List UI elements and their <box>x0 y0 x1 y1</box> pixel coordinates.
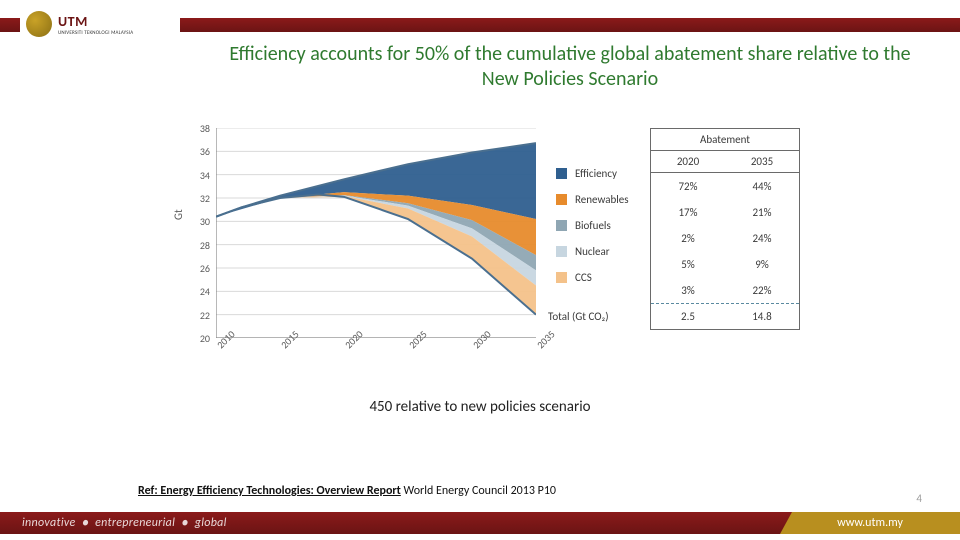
chart-legend: Efficiency Renewables Biofuels Nuclear CCS <box>556 160 629 290</box>
utm-logo: UTM UNIVERSITI TEKNOLOGI MALAYSIA <box>20 8 180 40</box>
footer-word-2: entrepreneurial <box>95 516 175 530</box>
y-tick: 36 <box>190 145 210 158</box>
legend-item: Biofuels <box>556 212 629 238</box>
year-2035: 2035 <box>725 151 799 173</box>
slide-header: UTM UNIVERSITI TEKNOLOGI MALAYSIA <box>0 8 960 40</box>
logo-crest-icon <box>26 11 52 37</box>
abatement-total-row: 2.5 14.8 <box>651 303 799 329</box>
abatement-cell: 3% <box>651 284 725 297</box>
slide-footer: innovative●entrepreneurial●global www.ut… <box>0 512 960 534</box>
abatement-cell: 9% <box>725 258 799 271</box>
y-tick: 30 <box>190 215 210 228</box>
logo-text: UTM UNIVERSITI TEKNOLOGI MALAYSIA <box>58 13 133 36</box>
y-axis-label: Gt <box>172 209 185 220</box>
legend-swatch-icon <box>556 168 567 179</box>
footer-word-3: global <box>195 516 227 530</box>
abatement-table: Abatement 2020 2035 72%44%17%21%2%24%5%9… <box>650 128 800 330</box>
page-number: 4 <box>916 492 922 505</box>
reference-rest: World Energy Council 2013 P10 <box>401 484 556 498</box>
total-2020: 2.5 <box>651 310 725 323</box>
legend-swatch-icon <box>556 272 567 283</box>
legend-label: Efficiency <box>575 167 617 180</box>
logo-main: UTM <box>58 13 133 30</box>
abatement-row: 2%24% <box>651 225 799 251</box>
abatement-cell: 22% <box>725 284 799 297</box>
abatement-cell: 72% <box>651 180 725 193</box>
abatement-years-row: 2020 2035 <box>651 151 799 173</box>
abatement-row: 72%44% <box>651 173 799 199</box>
abatement-cell: 24% <box>725 232 799 245</box>
abatement-cell: 21% <box>725 206 799 219</box>
year-2020: 2020 <box>651 151 725 173</box>
legend-item: Renewables <box>556 186 629 212</box>
total-2035: 14.8 <box>725 310 799 323</box>
footer-word-1: innovative <box>22 516 76 530</box>
chart-svg <box>216 128 536 338</box>
legend-label: Biofuels <box>575 219 611 232</box>
y-tick: 22 <box>190 309 210 322</box>
legend-label: Renewables <box>575 193 629 206</box>
y-tick: 32 <box>190 192 210 205</box>
y-tick: 20 <box>190 332 210 345</box>
footer-url: www.utm.my <box>780 512 960 534</box>
abatement-row: 3%22% <box>651 277 799 303</box>
y-tick: 34 <box>190 169 210 182</box>
y-tick: 26 <box>190 262 210 275</box>
reference-bold: Ref: Energy Efficiency Technologies: Ove… <box>138 484 401 498</box>
abatement-chart: Gt 20222426283032343638 2010201520202025… <box>168 120 808 380</box>
legend-label: Nuclear <box>575 245 610 258</box>
legend-item: Nuclear <box>556 238 629 264</box>
footer-tagline: innovative●entrepreneurial●global <box>0 516 227 530</box>
legend-swatch-icon <box>556 220 567 231</box>
reference-citation: Ref: Energy Efficiency Technologies: Ove… <box>138 484 556 498</box>
abatement-row: 17%21% <box>651 199 799 225</box>
legend-swatch-icon <box>556 194 567 205</box>
x-tick: 2035 <box>534 328 558 352</box>
slide-title: Efficiency accounts for 50% of the cumul… <box>210 42 930 92</box>
legend-swatch-icon <box>556 246 567 257</box>
abatement-cell: 5% <box>651 258 725 271</box>
y-tick: 28 <box>190 239 210 252</box>
logo-subtitle: UNIVERSITI TEKNOLOGI MALAYSIA <box>58 30 133 36</box>
chart-subtitle: 450 relative to new policies scenario <box>0 398 960 416</box>
legend-item: CCS <box>556 264 629 290</box>
y-tick: 24 <box>190 285 210 298</box>
legend-label: CCS <box>575 271 592 284</box>
y-tick: 38 <box>190 122 210 135</box>
abatement-cell: 2% <box>651 232 725 245</box>
total-label: Total (Gt CO₂) <box>548 310 609 323</box>
abatement-table-header: Abatement <box>651 129 799 151</box>
abatement-cell: 17% <box>651 206 725 219</box>
abatement-cell: 44% <box>725 180 799 193</box>
chart-plot-area <box>216 128 536 338</box>
abatement-row: 5%9% <box>651 251 799 277</box>
legend-item: Efficiency <box>556 160 629 186</box>
